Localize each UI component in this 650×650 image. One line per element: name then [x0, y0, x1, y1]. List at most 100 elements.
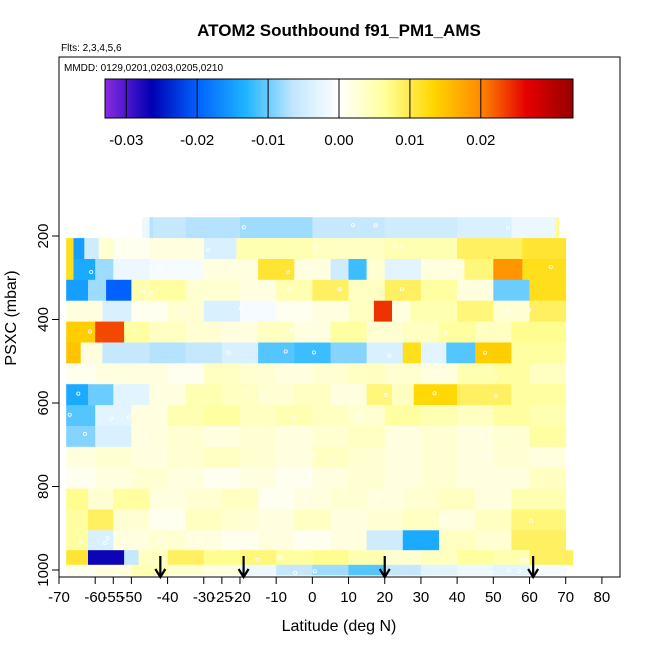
heatmap-cell — [66, 550, 89, 566]
heatmap-cell — [312, 446, 349, 469]
heatmap-cell — [276, 467, 313, 489]
x-tick-label: -60 — [84, 589, 106, 606]
observation-dot — [286, 270, 291, 275]
heatmap-cell — [493, 405, 530, 427]
heatmap-cell — [276, 446, 313, 469]
colorbar: -0.03 -0.02 -0.01 0.00 0.01 0.02 — [104, 78, 574, 149]
heatmap-cell — [131, 300, 168, 322]
heatmap-cell — [464, 259, 494, 281]
heatmap-cell — [185, 488, 223, 510]
heatmap-cell — [66, 488, 89, 510]
x-tick-label: -50 — [121, 589, 143, 606]
dates-subtitle: MMDD: 0129,0201,0203,0205,0210 — [64, 63, 223, 74]
heatmap-cell — [240, 300, 277, 322]
heatmap-cell — [221, 342, 259, 364]
heatmap-cell — [240, 446, 277, 469]
heatmap-cell — [348, 550, 386, 566]
heatmap-cell — [153, 217, 187, 239]
heatmap-cell — [149, 384, 187, 406]
heatmap-cell — [124, 550, 139, 566]
observation-dot — [141, 435, 146, 440]
observation-dot — [311, 350, 316, 355]
observation-dot — [505, 308, 510, 313]
heatmap-cell — [113, 238, 150, 260]
heatmap-cell — [312, 217, 386, 239]
heatmap-cell — [203, 238, 237, 260]
heatmap-cell — [330, 509, 368, 531]
observation-dot — [479, 432, 484, 437]
observation-dot — [132, 328, 137, 333]
observation-dot — [293, 570, 298, 575]
observation-dot — [105, 536, 110, 541]
heatmap-cell — [420, 342, 447, 364]
observation-dot — [226, 350, 231, 355]
heatmap-cell — [66, 238, 74, 260]
heatmap-cell — [167, 426, 205, 448]
observation-dot — [212, 477, 217, 482]
heatmap-cell — [221, 259, 259, 281]
heatmap-cell — [66, 509, 89, 531]
heatmap-cell — [392, 384, 415, 406]
heatmap-cell — [185, 509, 223, 531]
heatmap-cell — [420, 405, 458, 427]
observation-dot — [523, 557, 528, 562]
observation-dot — [260, 393, 265, 398]
heatmap-cell — [522, 259, 567, 281]
heatmap-cell — [203, 446, 241, 469]
flight-arrow-head — [237, 568, 250, 580]
heatmap-cell — [221, 509, 259, 531]
heatmap-cell — [113, 384, 150, 406]
heatmap-cell — [124, 321, 150, 343]
heatmap-cell — [330, 384, 368, 406]
observation-dot — [265, 494, 270, 499]
heatmap-cell — [258, 342, 295, 364]
observation-dot — [196, 431, 201, 436]
heatmap-cell — [330, 321, 368, 343]
heatmap-cell — [529, 363, 567, 385]
observation-dot — [199, 373, 204, 378]
heatmap-cell — [106, 279, 132, 302]
heatmap-cell — [420, 426, 458, 448]
heatmap-cell — [457, 426, 494, 448]
observation-dot — [383, 392, 388, 397]
x-tick-label: 50 — [485, 589, 502, 606]
heatmap-cell — [312, 405, 349, 427]
heatmap-cell — [276, 279, 313, 302]
heatmap-cell — [446, 342, 476, 364]
heatmap-cell — [312, 564, 349, 576]
heatmap-cell — [95, 321, 125, 343]
heatmap-cell — [66, 426, 96, 448]
heatmap-cell — [457, 300, 494, 322]
heatmap-cell — [384, 564, 422, 576]
heatmap-cell — [511, 384, 567, 406]
y-tick-label: 800 — [35, 474, 52, 499]
colorbar-ticks: -0.03 -0.02 -0.01 0.00 0.01 0.02 — [109, 79, 495, 149]
heatmap-cell — [312, 467, 349, 489]
heatmap-cell — [457, 384, 512, 406]
heatmap-cell — [66, 405, 96, 427]
observation-dot — [432, 391, 437, 396]
heatmap-cell — [475, 321, 512, 343]
x-axis: -70 -60-55-50 -40 -30-25-20 -10 0 10 20 30 40 50 60… — [48, 576, 620, 606]
heatmap-cell — [80, 342, 103, 364]
x-tick-label: -20 — [229, 589, 251, 606]
colorbar-tick-label: 0.02 — [466, 132, 495, 149]
heatmap-cell — [131, 405, 168, 427]
heatmap-cell — [402, 321, 440, 343]
observation-dot — [198, 537, 203, 542]
observation-dot — [76, 391, 81, 396]
observation-dot — [528, 519, 533, 524]
x-tick-label: -55 — [102, 589, 124, 606]
heatmap-cell — [457, 238, 523, 260]
heatmap-cell — [384, 426, 422, 448]
heatmap-cell — [66, 259, 74, 281]
observation-dot — [357, 413, 362, 418]
heatmap-cell — [529, 300, 567, 322]
heatmap-cell — [131, 363, 168, 385]
observation-dot — [302, 496, 307, 501]
heatmap-cell — [312, 279, 349, 302]
observation-dot — [283, 349, 288, 354]
heatmap-cell — [493, 279, 530, 302]
heatmap-cell — [294, 321, 331, 343]
heatmap-cell — [493, 363, 530, 385]
